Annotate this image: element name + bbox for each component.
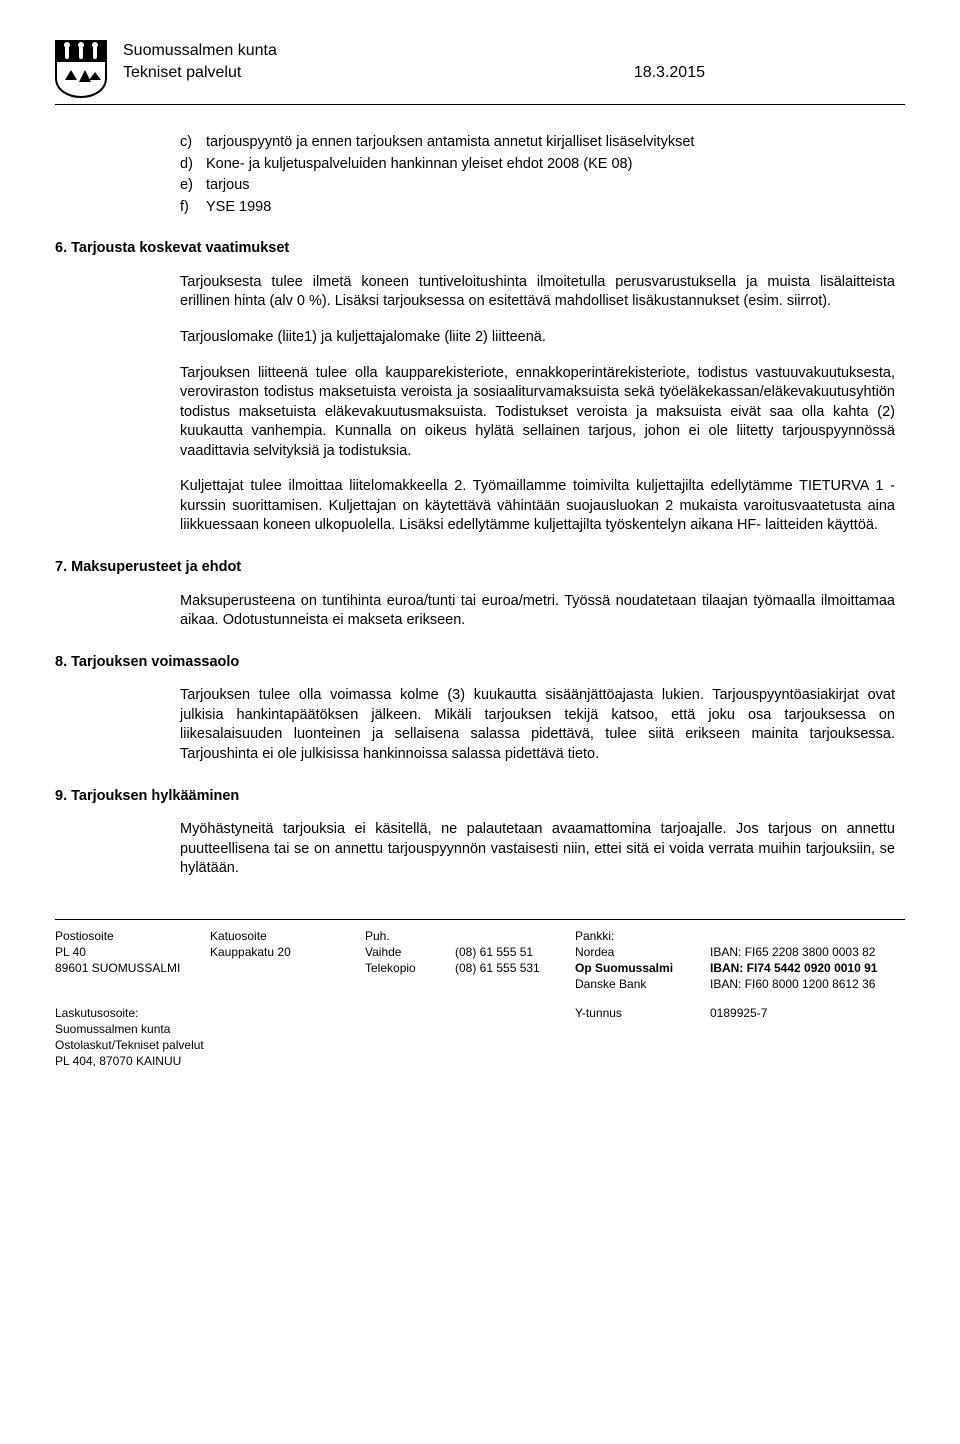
- footer-pankki-label: Pankki:: [575, 928, 905, 944]
- list-text: tarjouspyyntö ja ennen tarjouksen antami…: [206, 133, 895, 153]
- footer-text: (08) 61 555 51: [455, 944, 575, 960]
- footer-text: Suomussalmen kunta: [55, 1021, 170, 1037]
- paragraph: Tarjouksesta tulee ilmetä koneen tuntive…: [180, 273, 895, 312]
- list-item: d) Kone- ja kuljetuspalveluiden hankinna…: [180, 155, 895, 175]
- paragraph: Tarjouslomake (liite1) ja kuljettajaloma…: [180, 328, 895, 348]
- paragraph: Tarjouksen tulee olla voimassa kolme (3)…: [180, 686, 895, 764]
- list-letter: c): [180, 133, 206, 153]
- paragraph: Myöhästyneitä tarjouksia ei käsitellä, n…: [180, 820, 895, 879]
- list-text: tarjous: [206, 176, 895, 196]
- list-item: e) tarjous: [180, 176, 895, 196]
- footer-bank-iban: IBAN: FI65 2208 3800 0003 82: [710, 945, 875, 959]
- footer-postiosoite-label: Postiosoite: [55, 928, 210, 944]
- paragraph: Tarjouksen liitteenä tulee olla kauppare…: [180, 364, 895, 462]
- footer-text: Vaihde: [365, 944, 455, 960]
- footer-puh-label: Puh.: [365, 928, 455, 944]
- footer-text: PL 404, 87070 KAINUU: [55, 1053, 181, 1069]
- list-item: c) tarjouspyyntö ja ennen tarjouksen ant…: [180, 133, 895, 153]
- list-letter: f): [180, 198, 206, 218]
- footer-bank-name: Nordea: [575, 944, 710, 960]
- header-organization: Suomussalmen kunta: [123, 40, 277, 62]
- footer-text: (08) 61 555 531: [455, 960, 575, 976]
- section-heading-7: 7. Maksuperusteet ja ehdot: [55, 558, 905, 578]
- footer-ytunnus-value: 0189925-7: [710, 1006, 767, 1020]
- paragraph: Maksuperusteena on tuntihinta euroa/tunt…: [180, 592, 895, 631]
- footer-text: PL 40: [55, 944, 210, 960]
- document-body: c) tarjouspyyntö ja ennen tarjouksen ant…: [180, 133, 895, 217]
- footer-text: 89601 SUOMUSSALMI: [55, 960, 210, 976]
- footer-katuosoite-label: Katuosoite: [210, 928, 365, 944]
- footer-ytunnus-label: Y-tunnus: [575, 1005, 710, 1021]
- paragraph: Kuljettajat tulee ilmoittaa liitelomakke…: [180, 477, 895, 536]
- footer-laskutus-label: Laskutusosoite:: [55, 1005, 210, 1021]
- municipality-crest-icon: [55, 40, 107, 98]
- header-date: 18.3.2015: [634, 62, 905, 84]
- footer-bank-name: Op Suomussalmi: [575, 960, 710, 976]
- list-letter: d): [180, 155, 206, 175]
- section-heading-9: 9. Tarjouksen hylkääminen: [55, 787, 905, 807]
- footer-text: Ostolaskut/Tekniset palvelut: [55, 1037, 204, 1053]
- list-text: Kone- ja kuljetuspalveluiden hankinnan y…: [206, 155, 895, 175]
- list-letter: e): [180, 176, 206, 196]
- section-heading-6: 6. Tarjousta koskevat vaatimukset: [55, 239, 905, 259]
- document-header: Suomussalmen kunta Tekniset palvelut 18.…: [55, 40, 905, 105]
- footer-bank-iban: IBAN: FI60 8000 1200 8612 36: [710, 977, 875, 991]
- footer-text: Kauppakatu 20: [210, 944, 365, 960]
- header-department: Tekniset palvelut: [123, 62, 241, 84]
- footer-bank-name: Danske Bank: [575, 976, 710, 992]
- list-text: YSE 1998: [206, 198, 895, 218]
- footer-bank-iban: IBAN: FI74 5442 0920 0010 91: [710, 961, 877, 975]
- list-item: f) YSE 1998: [180, 198, 895, 218]
- section-heading-8: 8. Tarjouksen voimassaolo: [55, 653, 905, 673]
- document-footer: Postiosoite Katuosoite Puh. Pankki: PL 4…: [55, 919, 905, 1070]
- footer-text: Telekopio: [365, 960, 455, 976]
